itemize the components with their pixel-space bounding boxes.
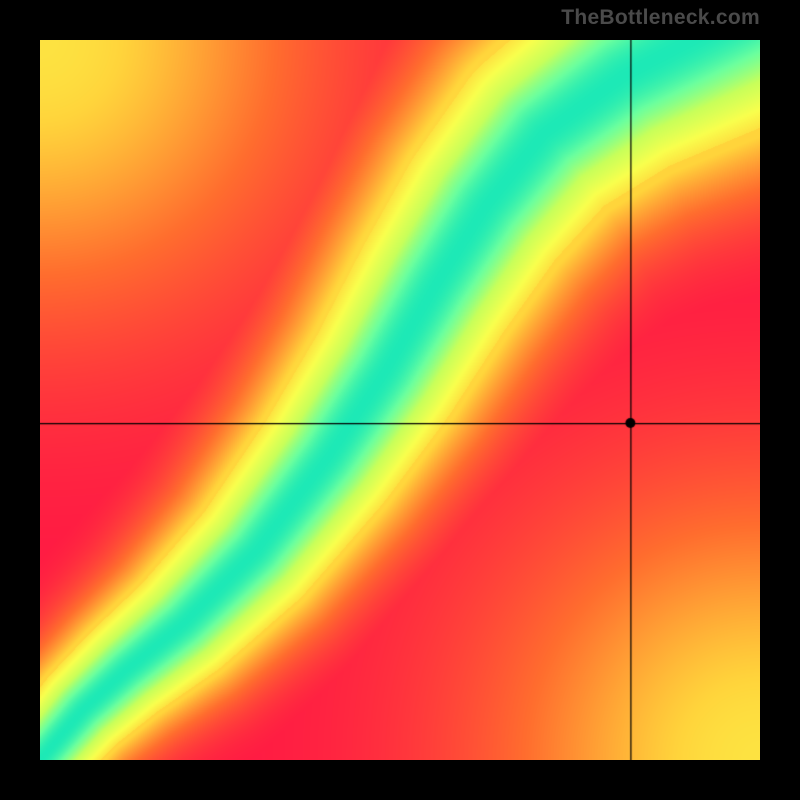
heatmap-plot [40, 40, 760, 760]
heatmap-canvas [40, 40, 760, 760]
watermark-text: TheBottleneck.com [561, 6, 760, 30]
